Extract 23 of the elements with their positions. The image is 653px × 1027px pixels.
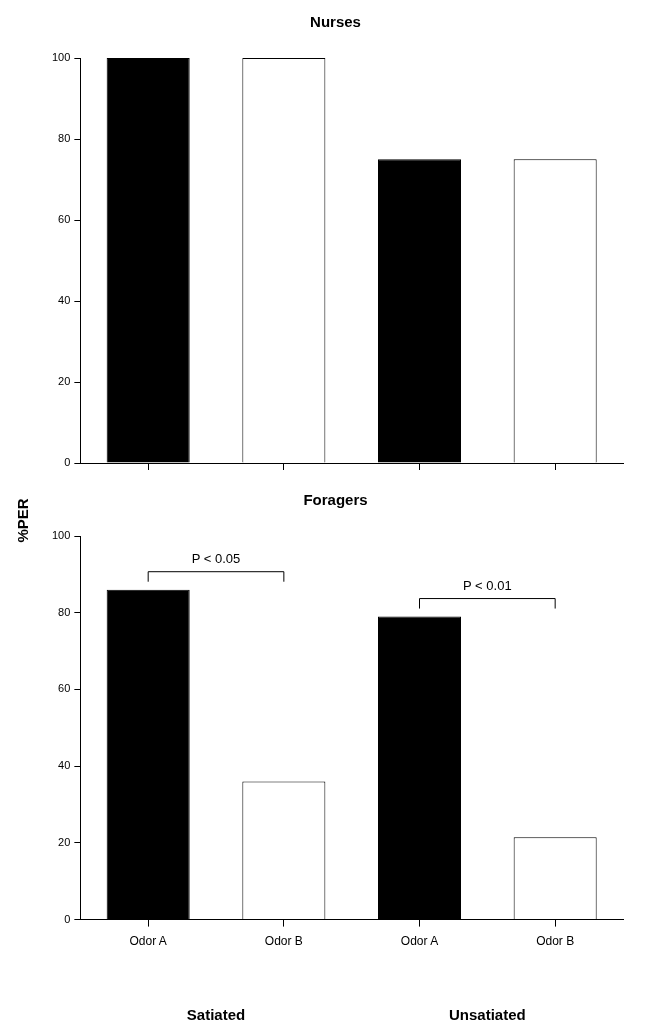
y-tick-label: 40 (58, 294, 71, 307)
y-axis-title: %PER (13, 497, 31, 543)
y-tick-label: 60 (58, 682, 71, 695)
y-tick-label: 100 (51, 529, 71, 542)
y-tick-label: 0 (64, 456, 71, 469)
x-tick-label: Odor A (400, 934, 439, 949)
y-tick-label: 40 (58, 759, 71, 772)
y-tick-label: 60 (58, 213, 71, 226)
x-tick-label: Odor B (536, 934, 575, 949)
y-tick-label: 20 (58, 835, 71, 848)
y-tick-label: 0 (64, 912, 71, 925)
x-tick-label: Odor B (264, 934, 303, 949)
annotation: P < 0.05 (191, 550, 241, 566)
y-tick-label: 100 (51, 51, 71, 64)
y-tick-label: 80 (58, 132, 71, 145)
y-tick-label: 20 (58, 375, 71, 388)
y-tick-label: 80 (58, 605, 71, 618)
chart-title: Nurses (310, 13, 361, 31)
text: Unsatiated (448, 1005, 526, 1023)
text: Satiated (186, 1005, 246, 1023)
annotation: P < 0.01 (463, 577, 512, 593)
chart-title: Foragers (303, 491, 368, 509)
x-tick-label: Odor A (129, 934, 167, 949)
